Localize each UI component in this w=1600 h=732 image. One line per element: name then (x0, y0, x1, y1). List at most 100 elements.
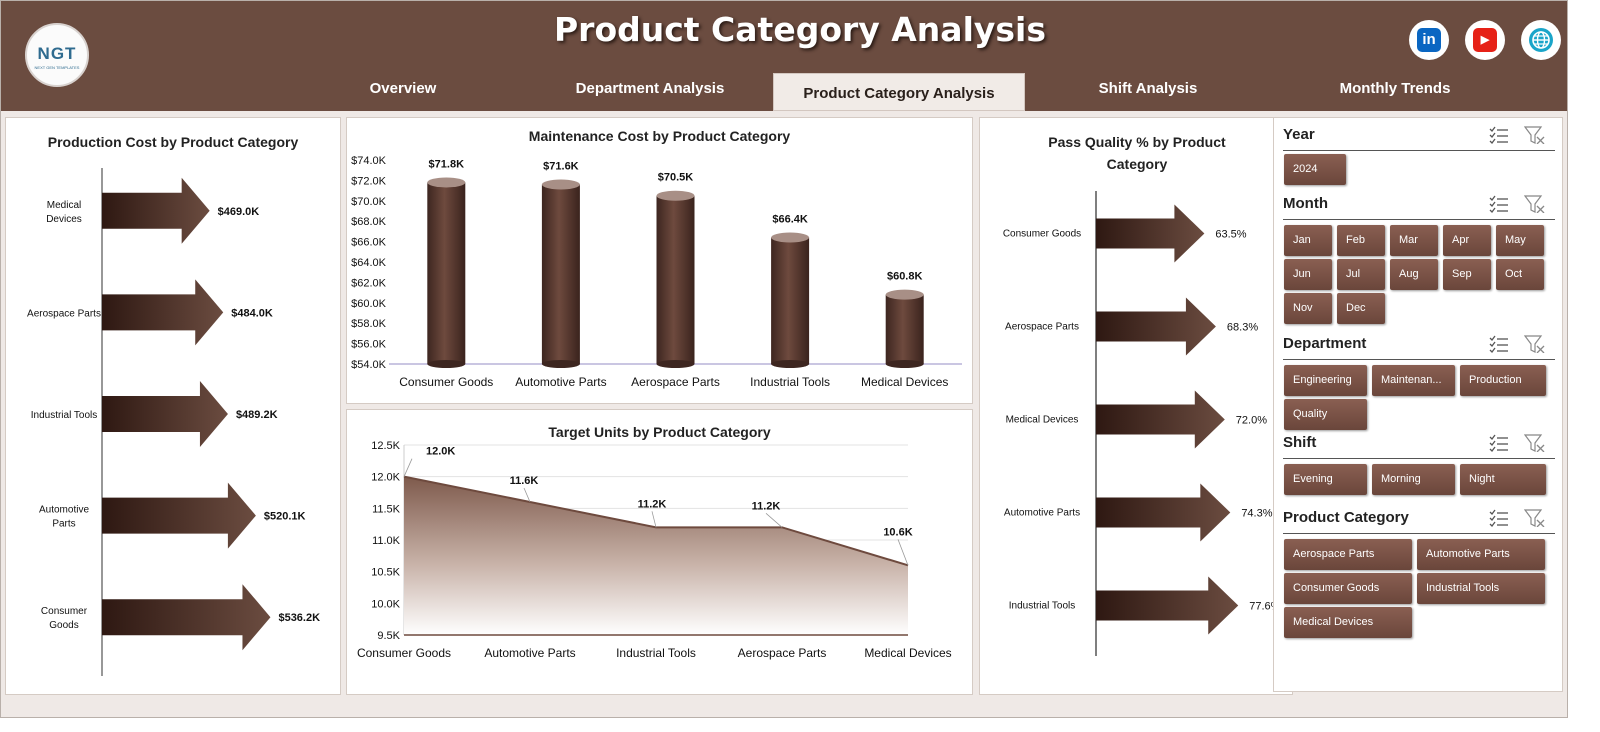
clear-filter-icon[interactable] (1523, 434, 1546, 453)
multi-select-icon[interactable] (1488, 335, 1510, 353)
multi-select-icon[interactable] (1488, 434, 1510, 452)
bar-industrial-tools (1096, 576, 1239, 635)
leader-line (403, 458, 413, 477)
page-title: Product Category Analysis (553, 10, 1046, 49)
clear-filter-icon[interactable] (1523, 509, 1546, 528)
data-label: $70.5K (658, 172, 694, 184)
department-button-maintenance[interactable]: Maintenan... (1372, 365, 1455, 396)
bar-automotive-parts (102, 482, 256, 549)
bar-top (656, 190, 695, 201)
linkedin-button[interactable]: in (1409, 20, 1449, 60)
y-tick-label: 10.5K (371, 567, 400, 579)
maintenance-cost-chart: $54.0K $56.0K $58.0K $60.0K $62.0K $64.0K $66.… (351, 155, 962, 389)
data-label: $66.4K (772, 214, 808, 226)
multi-select-icon[interactable] (1488, 195, 1510, 213)
tab-overview[interactable]: Overview (369, 80, 437, 97)
y-tick-label: $54.0K (351, 359, 387, 371)
data-label: 77.6% (1249, 601, 1280, 613)
website-button[interactable] (1521, 20, 1561, 60)
x-tick-label: Aerospace Parts (738, 646, 827, 660)
category-label: Automotive (39, 505, 89, 516)
data-label: 10.6K (883, 526, 912, 538)
department-button-production[interactable]: Production (1460, 365, 1546, 396)
production-cost-chart-panel: Production Cost by Product Category Medi… (5, 117, 341, 695)
y-tick-label: 11.0K (372, 535, 401, 547)
tab-department-analysis[interactable]: Department Analysis (575, 80, 725, 97)
shift-button-night[interactable]: Night (1460, 464, 1546, 495)
month-button-sep[interactable]: Sep (1443, 259, 1491, 290)
logo-text: NGT (37, 44, 77, 63)
youtube-icon: ▶ (1473, 28, 1497, 52)
x-tick-label: Medical Devices (861, 375, 948, 389)
bar-base (771, 360, 810, 368)
bar-industrial-tools (771, 237, 810, 364)
month-button-aug[interactable]: Aug (1390, 259, 1438, 290)
logo-subtext: NEXT GEN TEMPLATES (34, 65, 80, 70)
linkedin-icon: in (1417, 28, 1441, 52)
year-button-2024[interactable]: 2024 (1284, 154, 1346, 185)
product-category-button-consumer-goods[interactable]: Consumer Goods (1284, 573, 1412, 604)
month-button-oct[interactable]: Oct (1496, 259, 1544, 290)
month-button-may[interactable]: May (1496, 225, 1544, 256)
department-button-engineering[interactable]: Engineering (1284, 365, 1367, 396)
product-category-button-automotive-parts[interactable]: Automotive Parts (1417, 539, 1545, 570)
month-button-feb[interactable]: Feb (1337, 225, 1385, 256)
tab-product-category-analysis[interactable]: Product Category Analysis (773, 73, 1025, 111)
multi-select-icon[interactable] (1488, 126, 1510, 144)
area-fill (404, 476, 908, 635)
month-button-dec[interactable]: Dec (1337, 293, 1385, 324)
bar-aerospace-parts (656, 195, 695, 364)
bar-base (885, 360, 924, 368)
data-label: $60.8K (887, 271, 923, 283)
slicer-title-department: Department (1283, 335, 1367, 352)
data-label: $71.8K (429, 158, 465, 170)
data-label: 11.2K (638, 498, 667, 510)
shift-button-evening[interactable]: Evening (1284, 464, 1367, 495)
month-button-jun[interactable]: Jun (1284, 259, 1332, 290)
month-button-jul[interactable]: Jul (1337, 259, 1385, 290)
month-button-mar[interactable]: Mar (1390, 225, 1438, 256)
month-button-jan[interactable]: Jan (1284, 225, 1332, 256)
youtube-button[interactable]: ▶ (1465, 20, 1505, 60)
y-tick-label: $68.0K (351, 216, 387, 228)
y-tick-label: $60.0K (351, 298, 387, 310)
globe-icon (1529, 28, 1553, 52)
y-tick-label: $62.0K (351, 277, 387, 289)
slicer-title-month: Month (1283, 195, 1328, 212)
clear-filter-icon[interactable] (1523, 195, 1546, 214)
slicer-panel: Year 2024 Month Jan Feb Mar Apr May Jun Jul Aug Sep… (1273, 117, 1563, 692)
multi-select-icon[interactable] (1488, 509, 1510, 527)
data-label: 12.0K (426, 446, 455, 458)
data-label: 72.0% (1236, 415, 1267, 427)
clear-filter-icon[interactable] (1523, 335, 1546, 354)
tab-shift-analysis[interactable]: Shift Analysis (1098, 80, 1198, 97)
bar-consumer-goods (1096, 204, 1205, 263)
x-tick-label: Consumer Goods (357, 646, 451, 660)
category-label: Consumer Goods (1003, 229, 1081, 240)
ngt-logo[interactable]: NGT NEXT GEN TEMPLATES (25, 23, 89, 87)
category-label: Medical (47, 200, 81, 211)
clear-filter-icon[interactable] (1523, 126, 1546, 145)
slicer-title-shift: Shift (1283, 434, 1317, 451)
target-units-chart: 9.5K 10.0K 10.5K 11.0K 11.5K 12.0K 12.5K 12.0K C… (357, 440, 952, 660)
product-category-button-medical-devices[interactable]: Medical Devices (1284, 607, 1412, 638)
shift-button-morning[interactable]: Morning (1372, 464, 1455, 495)
category-label: Aerospace Parts (1005, 322, 1079, 333)
maintenance-cost-chart-panel: Maintenance Cost by Product Category $54… (346, 117, 973, 404)
x-tick-label: Industrial Tools (616, 646, 696, 660)
department-button-quality[interactable]: Quality (1284, 399, 1367, 430)
data-label: 68.3% (1227, 322, 1258, 334)
product-category-button-aerospace-parts[interactable]: Aerospace Parts (1284, 539, 1412, 570)
month-button-apr[interactable]: Apr (1443, 225, 1491, 256)
month-button-nov[interactable]: Nov (1284, 293, 1332, 324)
y-tick-label: $64.0K (351, 257, 387, 269)
y-tick-label: $56.0K (351, 339, 387, 351)
pass-quality-chart-panel: Pass Quality % by Product Category Consu… (979, 117, 1293, 695)
slicer-title-year: Year (1283, 126, 1315, 143)
y-tick-label: $58.0K (351, 318, 387, 330)
bar-automotive-parts (541, 184, 580, 364)
bar-automotive-parts (1096, 483, 1231, 542)
bar-medical-devices (102, 177, 210, 244)
product-category-button-industrial-tools[interactable]: Industrial Tools (1417, 573, 1545, 604)
tab-monthly-trends[interactable]: Monthly Trends (1339, 80, 1451, 97)
